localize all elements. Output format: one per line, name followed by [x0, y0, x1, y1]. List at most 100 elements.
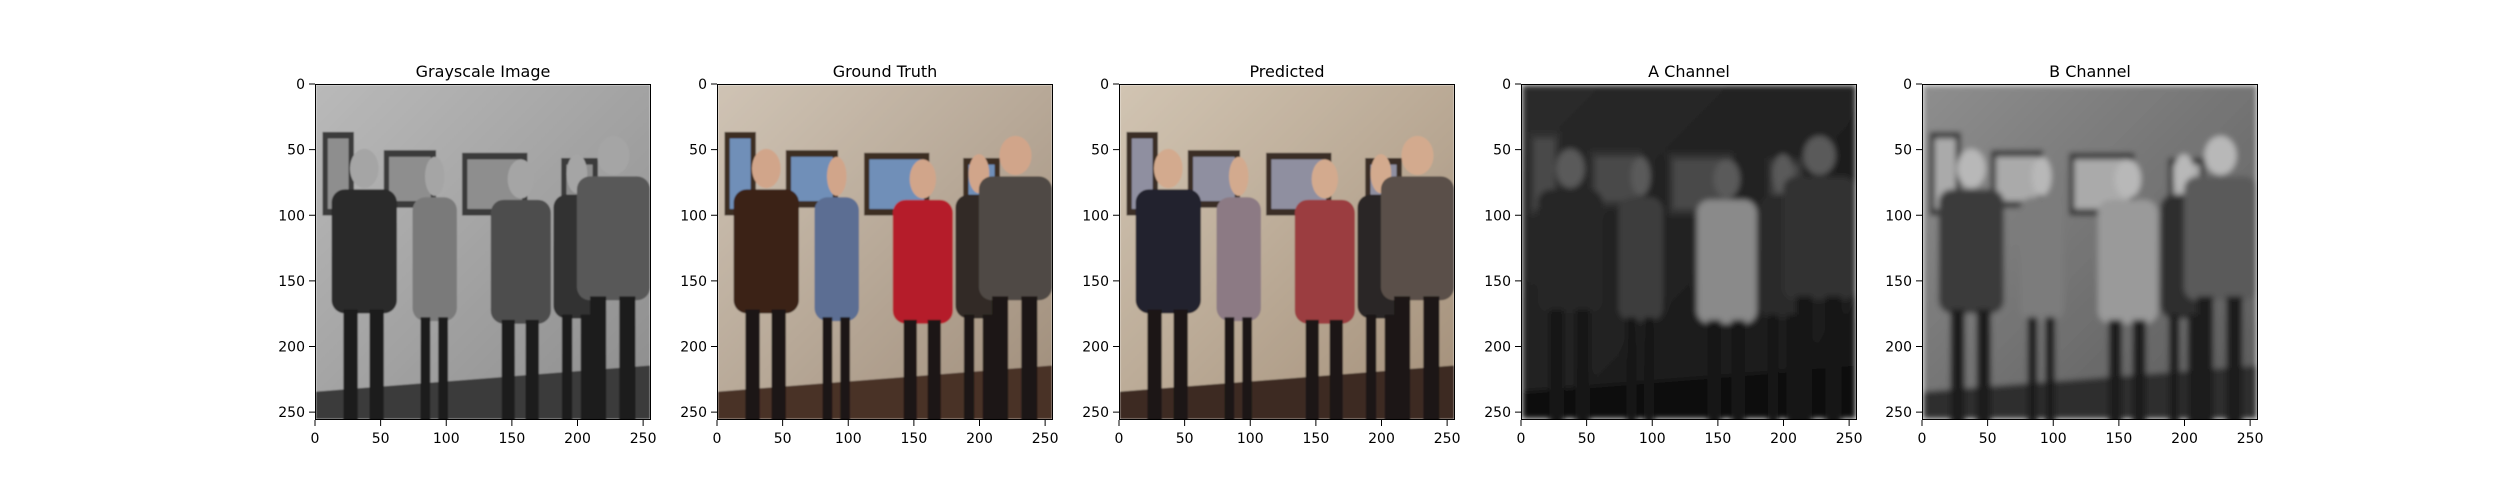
image-frame — [717, 84, 1053, 420]
person-4-leg-right — [1786, 314, 1798, 419]
xtick-label: 100 — [433, 431, 460, 447]
person-1 — [1537, 148, 1603, 419]
person-1 — [331, 148, 397, 419]
person-2-head — [1630, 156, 1651, 196]
person-5-head — [1803, 135, 1836, 176]
xtick-label: 250 — [630, 431, 657, 447]
person-1-leg-right — [1976, 309, 1991, 419]
person-5-head — [1401, 135, 1434, 176]
image-chanB — [1923, 85, 2257, 419]
person-5 — [2183, 135, 2257, 419]
ytick-label: 0 — [296, 77, 305, 93]
xtick-label: 0 — [1918, 431, 1927, 447]
person-2-head — [2031, 156, 2052, 196]
person-2-torso — [2019, 197, 2064, 322]
person-5 — [978, 135, 1052, 419]
person-5-leg-right — [1021, 296, 1038, 419]
subplot-b-channel: B Channel 0 50 100 150 200 250 0 50 100 150 200 250 — [1885, 0, 2342, 500]
person-3-torso — [892, 199, 953, 324]
person-3-torso — [1294, 199, 1355, 324]
person-2-head — [424, 156, 445, 196]
ytick-label: 200 — [1082, 340, 1109, 356]
person-5-leg-left — [590, 296, 607, 419]
person-3 — [2097, 159, 2158, 419]
person-2-leg-right — [438, 317, 449, 419]
person-2-leg-left — [2027, 317, 2038, 419]
person-2 — [1216, 156, 1261, 419]
person-2-torso — [814, 197, 859, 322]
ytick-label: 150 — [1885, 274, 1912, 290]
person-1-torso — [331, 189, 397, 314]
person-3-leg-right — [927, 319, 941, 419]
ytick-label: 200 — [278, 340, 305, 356]
image-frame — [315, 84, 651, 420]
xtick-label: 150 — [901, 431, 928, 447]
xtick-label: 50 — [774, 431, 792, 447]
axis-ticks: 0 50 100 150 200 250 0 50 100 150 200 250 — [680, 77, 1059, 447]
xtick-label: 250 — [1434, 431, 1461, 447]
person-2 — [412, 156, 457, 419]
person-4-leg-right — [1384, 314, 1396, 419]
person-3-torso — [1696, 199, 1757, 324]
person-1-head — [1956, 148, 1986, 189]
xtick-label: 250 — [1032, 431, 1059, 447]
subplot-a-channel: A Channel 0 50 100 150 200 250 0 50 100 150 200 250 — [1484, 0, 1941, 500]
xtick-label: 50 — [1979, 431, 1997, 447]
person-2-leg-left — [420, 317, 431, 419]
ytick-label: 150 — [278, 274, 305, 290]
person-3-leg-left — [2108, 319, 2122, 419]
ytick-label: 250 — [1885, 405, 1912, 421]
person-4-leg-left — [963, 314, 975, 419]
ytick-label: 0 — [1502, 77, 1511, 93]
ytick-label: 250 — [1484, 405, 1511, 421]
person-4-leg-right — [580, 314, 592, 419]
xtick-label: 50 — [372, 431, 390, 447]
person-1-leg-right — [1173, 309, 1188, 419]
person-3-leg-right — [1731, 319, 1745, 419]
wall-artwork-2 — [389, 156, 431, 202]
subplot-ground-truth: Ground Truth 0 50 100 150 200 250 0 50 100 150 200… — [680, 0, 1137, 500]
person-3-head — [1713, 159, 1741, 199]
xtick-label: 100 — [1639, 431, 1666, 447]
ytick-label: 200 — [1484, 340, 1511, 356]
person-5-torso — [1782, 176, 1856, 301]
image-frame — [1119, 84, 1455, 420]
ytick-label: 150 — [680, 274, 707, 290]
person-1-leg-left — [745, 309, 760, 419]
ytick-label: 250 — [680, 405, 707, 421]
image-chanA — [1522, 85, 1856, 419]
person-3-leg-left — [1707, 319, 1721, 419]
person-5 — [1380, 135, 1454, 419]
image-truth — [718, 85, 1052, 419]
subplot-title: Ground Truth — [832, 62, 938, 81]
person-3-leg-right — [2132, 319, 2146, 419]
person-2-leg-right — [1242, 317, 1253, 419]
person-1 — [733, 148, 799, 419]
axis-ticks: 0 50 100 150 200 250 0 50 100 150 200 250 — [1885, 77, 2263, 447]
person-1-leg-right — [771, 309, 786, 419]
person-1-head — [751, 148, 781, 189]
person-3-leg-left — [501, 319, 515, 419]
person-3-leg-right — [1329, 319, 1343, 419]
person-1-head — [349, 148, 379, 189]
person-1-leg-right — [369, 309, 384, 419]
image-frame — [1521, 84, 1857, 420]
person-5-head — [597, 135, 630, 176]
subplot-predicted: Predicted 0 50 100 150 200 250 0 50 100 150 200 250 — [1082, 0, 1539, 500]
person-4-leg-left — [2168, 314, 2180, 419]
xtick-label: 200 — [564, 431, 591, 447]
xtick-label: 150 — [2106, 431, 2133, 447]
wall-artwork-2 — [1595, 156, 1637, 202]
person-2-head — [826, 156, 847, 196]
subplot-title: B Channel — [2049, 62, 2131, 81]
person-4-leg-left — [1365, 314, 1377, 419]
person-2-leg-right — [1644, 317, 1655, 419]
person-5-torso — [2183, 176, 2257, 301]
xtick-label: 100 — [1237, 431, 1264, 447]
xtick-label: 200 — [2171, 431, 2198, 447]
person-3-leg-left — [903, 319, 917, 419]
ytick-label: 0 — [1100, 77, 1109, 93]
person-4-leg-left — [561, 314, 573, 419]
person-5-leg-left — [2197, 296, 2214, 419]
person-2 — [814, 156, 859, 419]
